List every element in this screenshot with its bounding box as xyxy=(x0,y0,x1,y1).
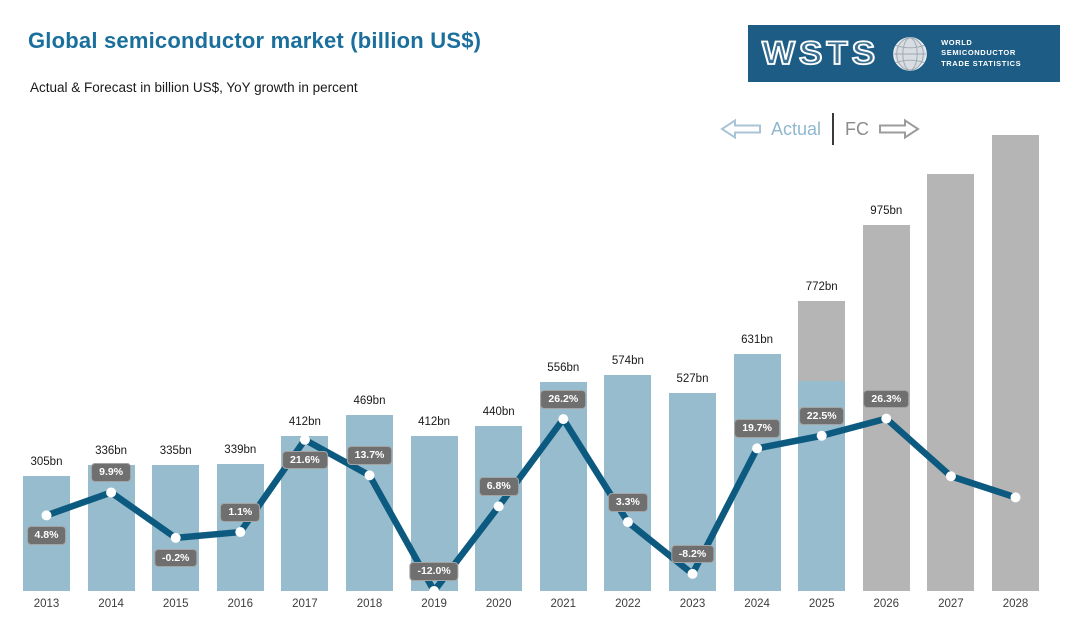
bar-value-label: 305bn xyxy=(30,456,63,468)
bar-2027 xyxy=(927,174,975,591)
data-point-marker xyxy=(881,413,892,424)
x-axis-label: 2016 xyxy=(227,598,254,610)
data-point-marker xyxy=(622,517,633,528)
x-axis-label: 2021 xyxy=(550,598,577,610)
growth-pct-badge: -0.2% xyxy=(153,548,198,568)
growth-pct-badge: -8.2% xyxy=(670,544,715,564)
x-axis-label: 2017 xyxy=(292,598,318,610)
x-axis-label: 2024 xyxy=(744,598,770,610)
bar-value-label: 772bn xyxy=(805,281,838,293)
growth-pct-badge: 26.3% xyxy=(863,389,910,409)
logo-org-line: SEMICONDUCTOR xyxy=(941,48,1016,58)
x-axis-label: 2028 xyxy=(1002,598,1029,610)
bar-value-label: 412bn xyxy=(418,416,451,428)
x-axis-label: 2013 xyxy=(33,598,60,610)
page-title: Global semiconductor market (billion US$… xyxy=(28,28,482,53)
growth-pct-badge: 21.6% xyxy=(282,450,328,470)
x-axis-label: 2020 xyxy=(485,598,512,610)
page-subtitle: Actual & Forecast in billion US$, YoY gr… xyxy=(30,80,358,95)
bar-value-label: 412bn xyxy=(288,416,321,428)
bar-value-label: 469bn xyxy=(353,395,386,407)
data-point-marker xyxy=(235,527,246,538)
x-axis-label: 2026 xyxy=(873,598,900,610)
x-axis-label: 2027 xyxy=(938,598,964,610)
growth-pct-badge: 6.8% xyxy=(478,477,519,496)
data-point-marker xyxy=(1010,492,1021,503)
actual-fc-legend: Actual FC xyxy=(720,111,920,147)
growth-pct-badge: -12.0% xyxy=(409,562,459,581)
legend-actual-label: Actual xyxy=(771,118,822,139)
x-axis-label: 2015 xyxy=(162,598,189,610)
x-axis-label: 2025 xyxy=(808,598,835,610)
x-axis-label: 2022 xyxy=(615,598,641,610)
data-point-marker xyxy=(364,470,375,481)
bar-line-chart: 305bn 2013 336bn 2014 335bn 2015 339bn 2016 412b… xyxy=(23,100,1039,610)
data-point-marker xyxy=(170,532,181,543)
x-axis-label: 2014 xyxy=(98,598,124,610)
yoy-growth-line xyxy=(41,413,1021,596)
legend-fc-label: FC xyxy=(845,118,870,139)
data-point-marker xyxy=(687,568,698,579)
bar-2022 xyxy=(604,375,652,591)
bar-value-label: 339bn xyxy=(224,444,257,456)
growth-pct-badge: 4.8% xyxy=(26,526,67,545)
bar-value-label: 440bn xyxy=(482,406,515,418)
data-point-marker xyxy=(299,434,310,445)
x-axis-label: 2023 xyxy=(679,598,706,610)
growth-pct-badge: 3.3% xyxy=(607,493,648,512)
bar-value-label: 975bn xyxy=(870,205,903,217)
data-point-marker xyxy=(41,510,52,521)
logo-org-name: WORLD SEMICONDUCTOR TRADE STATISTICS xyxy=(941,38,1021,68)
arrow-right-icon xyxy=(878,118,920,140)
growth-pct-badge: 19.7% xyxy=(734,419,780,438)
wsts-logo: WSTS WORLD SEMICONDUCTOR TRADE STATISTIC… xyxy=(748,25,1060,82)
growth-pct-badge: 26.2% xyxy=(540,390,587,409)
legend-divider xyxy=(832,113,835,145)
bar-value-label: 527bn xyxy=(676,373,709,385)
logo-org-line: TRADE STATISTICS xyxy=(941,58,1022,68)
growth-pct-badge: 13.7% xyxy=(346,446,393,465)
data-point-marker xyxy=(752,443,763,454)
data-point-marker xyxy=(429,586,440,596)
arrow-left-icon xyxy=(720,118,762,140)
bar-value-label: 631bn xyxy=(741,334,774,346)
bar-value-label: 335bn xyxy=(159,445,192,457)
data-point-marker xyxy=(558,414,569,425)
logo-org-line: WORLD xyxy=(941,38,973,48)
growth-pct-badge: 1.1% xyxy=(220,503,261,522)
bar-value-label: 556bn xyxy=(547,362,580,374)
data-point-marker xyxy=(493,501,504,512)
data-point-marker xyxy=(945,471,956,482)
bar-value-label: 574bn xyxy=(611,355,644,367)
bar-value-label: 336bn xyxy=(95,445,128,457)
data-point-marker xyxy=(816,430,827,441)
wsts-wordmark: WSTS xyxy=(761,35,880,72)
growth-pct-badge: 9.9% xyxy=(91,463,132,483)
bar-2014 xyxy=(87,465,135,591)
x-axis-label: 2018 xyxy=(356,598,383,610)
globe-icon xyxy=(891,35,929,73)
growth-pct-badge: 22.5% xyxy=(798,406,845,426)
data-point-marker xyxy=(106,487,117,498)
x-axis-label: 2019 xyxy=(421,598,447,610)
bar-2028 xyxy=(992,135,1039,591)
